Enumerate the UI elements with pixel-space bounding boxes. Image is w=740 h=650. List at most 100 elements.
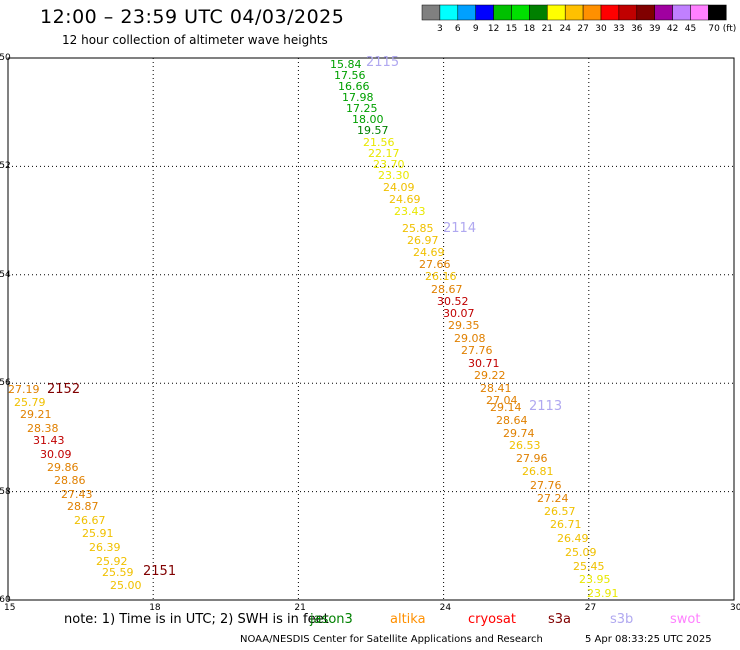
legend-label: 70 (ft) bbox=[708, 24, 736, 34]
swh-value-label: 29.08 bbox=[454, 332, 486, 345]
map-frame bbox=[7, 57, 735, 601]
footer-note: note: 1) Time is in UTC; 2) SWH is in fe… bbox=[64, 612, 329, 627]
legend-label: 36 bbox=[631, 24, 643, 34]
y-tick-label: -54 bbox=[0, 269, 11, 280]
pass-number-label: 2114 bbox=[443, 221, 477, 236]
swh-value-label: 17.98 bbox=[342, 91, 374, 104]
swh-value-label: 26.57 bbox=[544, 505, 576, 518]
swh-value-label: 21.56 bbox=[363, 136, 395, 149]
legend-label: 18 bbox=[524, 24, 536, 34]
swh-value-label: 31.43 bbox=[33, 434, 65, 447]
legend-label: 42 bbox=[667, 24, 678, 34]
swh-value-label: 30.71 bbox=[468, 357, 500, 370]
satellite-key-cryosat: cryosat bbox=[468, 612, 516, 627]
swh-value-label: 28.64 bbox=[496, 414, 528, 427]
swh-value-label: 29.22 bbox=[474, 369, 506, 382]
legend-swatch bbox=[708, 4, 727, 21]
swh-value-label: 26.67 bbox=[74, 514, 106, 527]
x-tick-label: 18 bbox=[149, 603, 161, 613]
legend-label: 30 bbox=[595, 24, 607, 34]
y-tick-label: -60 bbox=[0, 595, 11, 605]
swh-value-label: 25.45 bbox=[573, 560, 605, 573]
swh-value-label: 26.53 bbox=[509, 439, 541, 452]
legend-label: 27 bbox=[577, 24, 588, 34]
legend-label: 24 bbox=[559, 24, 571, 34]
swh-value-label: 24.69 bbox=[413, 246, 445, 259]
satellite-key-altika: altika bbox=[390, 612, 426, 627]
legend-label: 21 bbox=[542, 24, 553, 34]
pass-number-label: 2113 bbox=[529, 399, 563, 414]
swh-value-label: 17.56 bbox=[334, 69, 366, 82]
swh-value-label: 23.95 bbox=[579, 573, 611, 586]
swh-value-label: 25.59 bbox=[102, 566, 134, 579]
swh-value-label: 30.09 bbox=[40, 448, 72, 461]
swh-value-label: 26.16 bbox=[425, 270, 457, 283]
swh-value-label: 29.35 bbox=[448, 319, 480, 332]
swh-value-label: 24.09 bbox=[383, 181, 415, 194]
map-subtitle: 12 hour collection of altimeter wave hei… bbox=[62, 33, 328, 47]
x-tick-label: 15 bbox=[4, 603, 16, 613]
swh-value-label: 27.76 bbox=[461, 344, 493, 357]
legend-label: 9 bbox=[473, 24, 479, 34]
swh-value-label: 26.71 bbox=[550, 518, 582, 531]
swh-value-label: 28.67 bbox=[431, 283, 463, 296]
x-tick-label: 30 bbox=[730, 603, 740, 613]
legend-label: 6 bbox=[455, 24, 461, 34]
legend-label: 39 bbox=[649, 24, 661, 34]
swh-value-label: 27.43 bbox=[61, 488, 93, 501]
swh-value-label: 28.41 bbox=[480, 382, 512, 395]
y-tick-label: -52 bbox=[0, 161, 11, 172]
satellite-key-s3a: s3a bbox=[548, 612, 572, 627]
legend-label: 3 bbox=[437, 24, 443, 34]
x-tick-label: 27 bbox=[584, 603, 597, 613]
swh-value-label: 26.49 bbox=[557, 532, 589, 545]
legend-label: 45 bbox=[685, 24, 696, 34]
swh-value-label: 27.19 bbox=[8, 383, 40, 396]
y-tick-label: -56 bbox=[0, 378, 11, 389]
generated-timestamp: 5 Apr 08:33:25 UTC 2025 bbox=[585, 634, 712, 645]
swh-value-label: 19.57 bbox=[357, 124, 389, 137]
swh-value-label: 26.81 bbox=[522, 465, 554, 478]
swh-value-label: 27.04 bbox=[486, 394, 518, 407]
lat-lon-grid bbox=[8, 58, 734, 600]
swh-value-label: 29.14 bbox=[490, 401, 522, 414]
swh-value-label: 30.07 bbox=[443, 307, 475, 320]
swh-value-label: 29.21 bbox=[20, 408, 52, 421]
x-tick-label: 24 bbox=[439, 603, 452, 613]
swh-value-label: 25.00 bbox=[110, 579, 142, 592]
swh-value-label: 22.17 bbox=[368, 147, 400, 160]
pass-number-label: 2115 bbox=[366, 55, 400, 70]
pass-number-label: 2152 bbox=[47, 382, 81, 397]
legend-label: 33 bbox=[613, 24, 624, 34]
swh-value-label: 25.09 bbox=[565, 546, 597, 559]
swh-value-label: 26.39 bbox=[89, 541, 121, 554]
color-scale-legend: 3 6 9 12 15 18 21 24 27 30 33 36 39 42 45 70 (ft) bbox=[421, 4, 736, 34]
swh-value-label: 15.84 bbox=[330, 58, 362, 71]
swh-value-label: 24.69 bbox=[389, 193, 421, 206]
y-tick-label: -58 bbox=[0, 486, 11, 497]
swh-value-label: 27.24 bbox=[537, 492, 569, 505]
pass-number-label: 2151 bbox=[143, 564, 177, 579]
swh-value-label: 27.96 bbox=[516, 452, 548, 465]
swh-value-label: 27.66 bbox=[419, 258, 451, 271]
swh-value-label: 25.92 bbox=[96, 555, 128, 568]
swh-value-label: 16.66 bbox=[338, 80, 370, 93]
legend-label: 15 bbox=[506, 24, 517, 34]
swh-value-label: 23.70 bbox=[373, 158, 405, 171]
swh-value-label: 25.79 bbox=[14, 396, 46, 409]
swh-value-label: 25.91 bbox=[82, 527, 114, 540]
swh-value-label: 26.97 bbox=[407, 234, 439, 247]
swh-value-label: 17.25 bbox=[346, 102, 378, 115]
swh-value-label: 25.85 bbox=[402, 222, 434, 235]
x-tick-label: 21 bbox=[294, 603, 306, 613]
swh-value-label: 23.30 bbox=[378, 169, 410, 182]
swh-value-label: 27.76 bbox=[530, 479, 562, 492]
satellite-key-swot: swot bbox=[670, 612, 701, 627]
map-title: 12:00 – 23:59 UTC 04/03/2025 bbox=[40, 6, 345, 28]
swh-value-label: 29.86 bbox=[47, 461, 79, 474]
swh-value-label: 18.00 bbox=[352, 113, 384, 126]
swh-value-label: 28.38 bbox=[27, 422, 59, 435]
swh-value-label: 23.91 bbox=[587, 587, 619, 600]
legend-label: 12 bbox=[488, 24, 499, 34]
